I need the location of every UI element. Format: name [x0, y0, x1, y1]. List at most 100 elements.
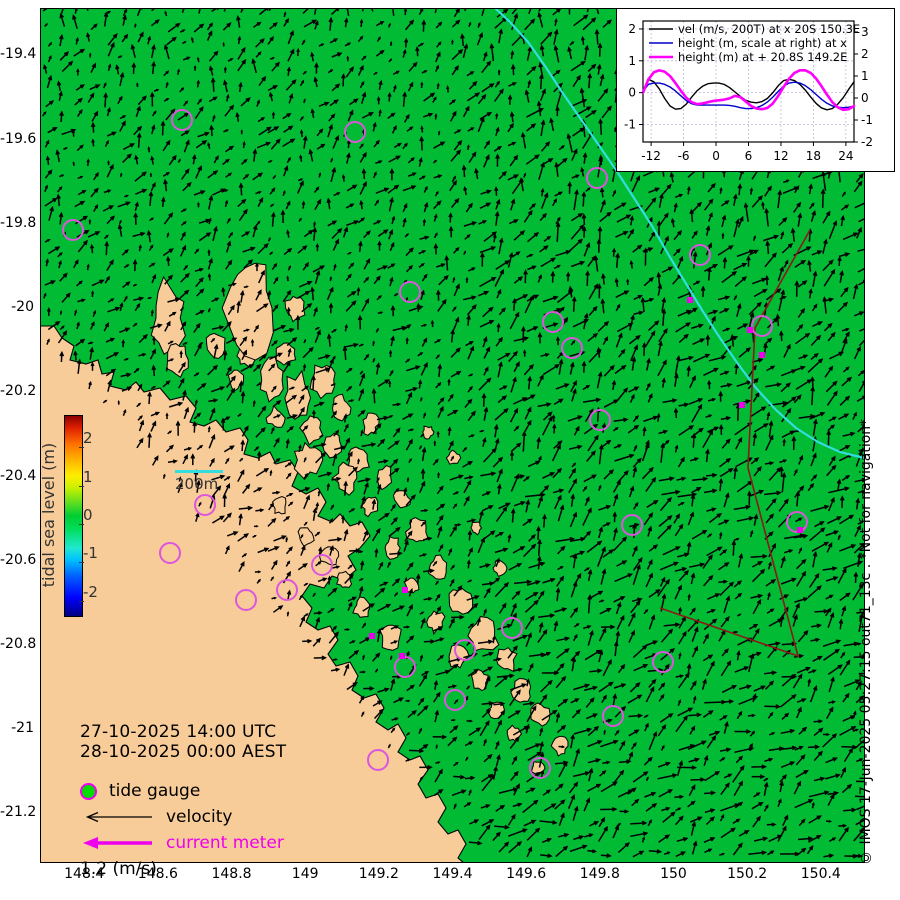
current-meter-marker[interactable] [797, 527, 803, 533]
longitude-tick-label: 150 [660, 866, 687, 882]
tide-gauge-marker[interactable] [194, 494, 216, 516]
current-meter-marker[interactable] [747, 327, 753, 333]
velocity-arrow [137, 95, 147, 106]
velocity-arrow [258, 126, 272, 136]
colorbar-tick-mark [79, 524, 84, 525]
current-meter-marker[interactable] [739, 402, 745, 408]
velocity-arrow [282, 112, 292, 120]
chart-legend-label-2: height (m) at + 20.8S 149.2E [678, 50, 847, 64]
velocity-arrow [164, 10, 168, 17]
island-polygon [352, 596, 371, 618]
chart-xtick-label: 12 [773, 149, 788, 163]
chart-xtick-label: 6 [745, 149, 753, 163]
velocity-arrow [375, 21, 385, 27]
tide-gauge-marker[interactable] [621, 514, 643, 536]
timeseries-inset-chart[interactable]: -12 -6 0 6 12 18 24 2 1 0 -1 3 2 1 0 -1 -2 vel (m/s, 200T… [616, 8, 895, 172]
current-meter-marker[interactable] [687, 297, 693, 303]
velocity-scale-label: 1.2 (m/s) [80, 859, 157, 879]
velocity-arrow [601, 105, 612, 119]
velocity-arrow [436, 82, 440, 90]
tide-gauge-marker[interactable] [602, 705, 624, 727]
chart-ytick-left-label: -1 [624, 117, 636, 131]
velocity-arrow [91, 138, 95, 147]
tide-gauge-marker[interactable] [454, 639, 476, 661]
velocity-arrow [183, 139, 190, 153]
colorbar-tick-label: 2 [79, 429, 93, 449]
tide-gauge-marker[interactable] [444, 689, 466, 711]
tide-gauge-marker[interactable] [394, 656, 416, 678]
velocity-arrow [345, 66, 354, 78]
tide-gauge-marker[interactable] [542, 311, 564, 333]
longitude-tick-label: 149.2 [358, 866, 399, 882]
transect-line [659, 229, 811, 658]
velocity-arrow [207, 142, 211, 149]
velocity-arrow [193, 64, 197, 71]
velocity-arrow [222, 22, 232, 31]
velocity-arrow [332, 134, 340, 149]
velocity-arrow [196, 56, 200, 63]
velocity-arrow [47, 41, 53, 47]
velocity-arrow [316, 143, 326, 150]
velocity-arrow [302, 8, 312, 14]
velocity-arrow [192, 154, 197, 165]
tide-gauge-marker[interactable] [751, 315, 773, 337]
velocity-arrow [435, 51, 441, 63]
velocity-arrow [597, 42, 603, 57]
velocity-arrow [88, 52, 92, 58]
velocity-arrow [572, 106, 592, 118]
velocity-arrow [59, 51, 70, 61]
velocity-arrow [223, 129, 230, 133]
latitude-tick-label: -20.2 [0, 383, 37, 400]
tide-gauge-marker[interactable] [235, 589, 257, 611]
velocity-arrow [208, 96, 218, 103]
island-polygon [299, 415, 324, 446]
velocity-arrow [596, 63, 602, 75]
tide-gauge-marker[interactable] [652, 651, 674, 673]
velocity-arrow [197, 131, 210, 138]
tide-gauge-marker[interactable] [311, 554, 333, 576]
velocity-arrow-icon [85, 811, 152, 823]
current-meter-marker[interactable] [402, 587, 408, 593]
velocity-arrow [119, 71, 125, 87]
velocity-arrow [257, 117, 266, 123]
velocity-arrow [303, 19, 318, 28]
velocity-arrow [310, 108, 315, 119]
current-meter-marker[interactable] [399, 653, 405, 659]
velocity-arrow [287, 29, 294, 45]
tide-gauge-marker[interactable] [529, 757, 551, 779]
velocity-arrow [435, 64, 440, 73]
tide-gauge-marker[interactable] [399, 281, 421, 303]
tide-gauge-marker[interactable] [367, 749, 389, 771]
chart-xtick-label: 0 [712, 149, 720, 163]
current-meter-marker[interactable] [369, 633, 375, 639]
chart-ytick-right-label: -1 [861, 113, 873, 127]
tide-gauge-marker[interactable] [62, 219, 84, 241]
velocity-arrow [584, 44, 590, 61]
tide-gauge-marker[interactable] [501, 617, 523, 639]
velocity-arrow [147, 35, 152, 45]
tide-gauge-marker[interactable] [344, 121, 366, 143]
tide-gauge-marker[interactable] [159, 542, 181, 564]
velocity-arrow [346, 8, 350, 16]
colorbar-tick-label: -1 [79, 544, 98, 564]
tide-gauge-marker[interactable] [589, 409, 611, 431]
velocity-arrow [357, 35, 364, 43]
velocity-arrow [107, 33, 118, 46]
velocity-arrow [451, 39, 454, 45]
tide-gauge-marker[interactable] [561, 337, 583, 359]
tide-gauge-marker[interactable] [171, 109, 193, 131]
velocity-arrow [251, 58, 258, 74]
velocity-arrow [149, 91, 155, 107]
tide-gauge-marker[interactable] [586, 167, 608, 189]
velocity-arrow [527, 79, 532, 89]
tide-gauge-marker[interactable] [276, 579, 298, 601]
current-meter-marker[interactable] [759, 352, 765, 358]
tide-gauge-marker[interactable] [689, 244, 711, 266]
velocity-arrow [403, 8, 408, 16]
depth-contour-scalebar: 200m [175, 470, 223, 493]
island-polygon [422, 425, 435, 440]
chart-ytick-right-label: -2 [861, 135, 873, 149]
velocity-arrow [507, 141, 517, 147]
velocity-arrow [237, 35, 242, 45]
velocity-arrow [58, 90, 63, 101]
